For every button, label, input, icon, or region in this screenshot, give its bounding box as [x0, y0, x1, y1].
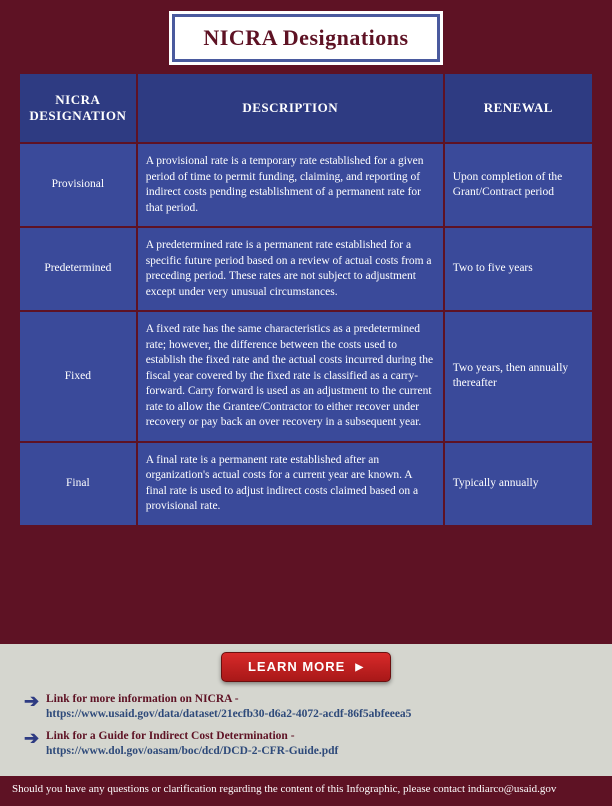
link-label: Link for more information on NICRA - — [46, 693, 239, 705]
table-row: Provisional A provisional rate is a temp… — [20, 144, 592, 226]
cell-renewal: Upon completion of the Grant/Contract pe… — [445, 144, 592, 226]
nicra-table-wrap: NICRA DESIGNATION DESCRIPTION RENEWAL Pr… — [18, 72, 594, 527]
col-header-designation: NICRA DESIGNATION — [20, 74, 136, 142]
link-label: Link for a Guide for Indirect Cost Deter… — [46, 730, 295, 742]
cell-description: A predetermined rate is a permanent rate… — [138, 228, 443, 310]
cell-renewal: Typically annually — [445, 443, 592, 525]
arrow-right-icon: ➔ — [24, 692, 46, 710]
title-box: NICRA Designations — [172, 14, 440, 62]
cell-designation: Final — [20, 443, 136, 525]
footer-contact: Should you have any questions or clarifi… — [0, 776, 612, 806]
learn-more-label: LEARN MORE — [248, 659, 345, 674]
table-row: Fixed A fixed rate has the same characte… — [20, 312, 592, 441]
cell-description: A fixed rate has the same characteristic… — [138, 312, 443, 441]
cell-renewal: Two to five years — [445, 228, 592, 310]
play-icon: ▶ — [355, 654, 364, 682]
cell-designation: Provisional — [20, 144, 136, 226]
learn-more-button[interactable]: LEARN MORE ▶ — [221, 652, 391, 682]
bottom-section: LEARN MORE ▶ ➔ Link for more information … — [0, 644, 612, 806]
col-header-description: DESCRIPTION — [138, 74, 443, 142]
cell-designation: Predetermined — [20, 228, 136, 310]
table-row: Predetermined A predetermined rate is a … — [20, 228, 592, 310]
cell-description: A provisional rate is a temporary rate e… — [138, 144, 443, 226]
cell-description: A final rate is a permanent rate establi… — [138, 443, 443, 525]
table-row: Final A final rate is a permanent rate e… — [20, 443, 592, 525]
page-title: NICRA Designations — [175, 25, 437, 51]
links-list: ➔ Link for more information on NICRA - h… — [0, 692, 612, 776]
cell-renewal: Two years, then annually thereafter — [445, 312, 592, 441]
link-item: ➔ Link for a Guide for Indirect Cost Det… — [24, 729, 588, 760]
link-url[interactable]: https://www.dol.gov/oasam/boc/dcd/DCD-2-… — [46, 745, 338, 757]
arrow-right-icon: ➔ — [24, 729, 46, 747]
col-header-renewal: RENEWAL — [445, 74, 592, 142]
link-item: ➔ Link for more information on NICRA - h… — [24, 692, 588, 723]
nicra-table: NICRA DESIGNATION DESCRIPTION RENEWAL Pr… — [18, 72, 594, 527]
link-url[interactable]: https://www.usaid.gov/data/dataset/21ecf… — [46, 708, 411, 720]
cell-designation: Fixed — [20, 312, 136, 441]
